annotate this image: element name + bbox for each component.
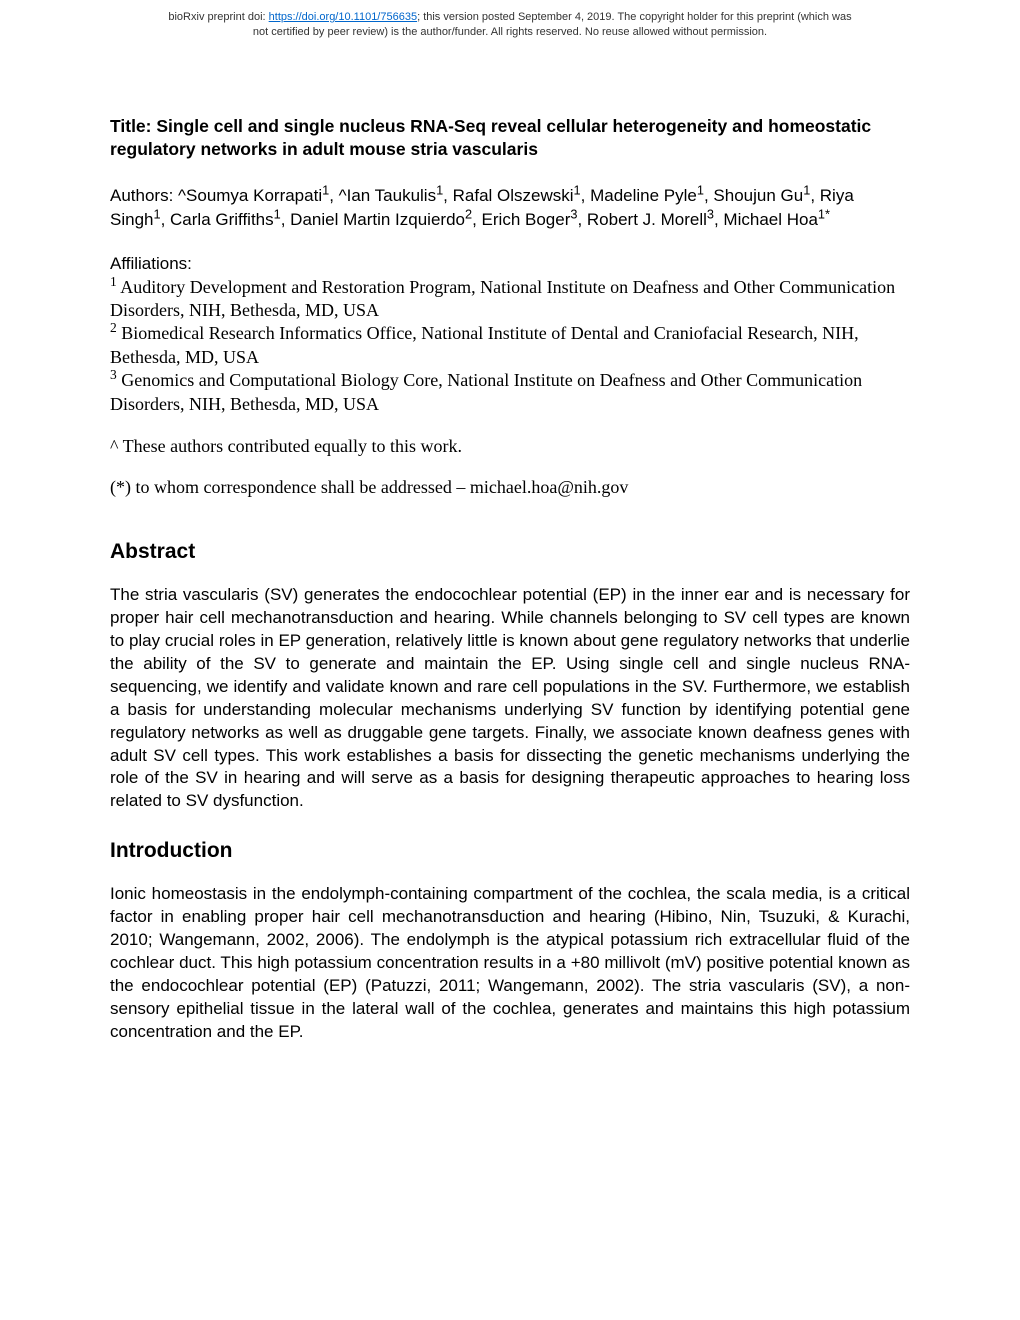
doi-link[interactable]: https://doi.org/10.1101/756635: [269, 11, 417, 23]
banner-prefix: bioRxiv preprint doi:: [168, 11, 268, 23]
banner-line1-rest: ; this version posted September 4, 2019.…: [417, 11, 852, 23]
page-content: Title: Single cell and single nucleus RN…: [0, 45, 1020, 1084]
affiliations-list: 1 Auditory Development and Restoration P…: [110, 276, 910, 416]
introduction-heading: Introduction: [110, 839, 910, 863]
abstract-heading: Abstract: [110, 540, 910, 564]
affiliations-label: Affiliations:: [110, 254, 910, 274]
banner-line2: not certified by peer review) is the aut…: [253, 26, 767, 38]
preprint-banner: bioRxiv preprint doi: https://doi.org/10…: [0, 0, 1020, 45]
correspondence-note: (*) to whom correspondence shall be addr…: [110, 477, 910, 498]
equal-contribution-note: ^ These authors contributed equally to t…: [110, 436, 910, 457]
abstract-text: The stria vascularis (SV) generates the …: [110, 584, 910, 813]
title-text: Single cell and single nucleus RNA-Seq r…: [110, 116, 871, 160]
authors-label: Authors:: [110, 186, 178, 205]
authors-list: ^Soumya Korrapati1, ^Ian Taukulis1, Rafa…: [110, 186, 854, 229]
title-block: Title: Single cell and single nucleus RN…: [110, 115, 910, 162]
title-label: Title:: [110, 116, 156, 136]
authors-block: Authors: ^Soumya Korrapati1, ^Ian Taukul…: [110, 184, 910, 232]
introduction-text: Ionic homeostasis in the endolymph-conta…: [110, 883, 910, 1044]
